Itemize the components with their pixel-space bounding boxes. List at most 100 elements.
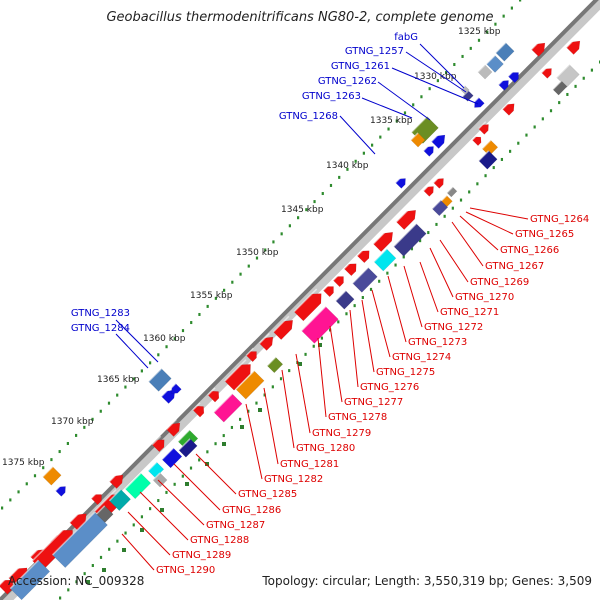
- gene-label[interactable]: GTNG_1273: [408, 337, 467, 348]
- reverse-gene[interactable]: [108, 470, 127, 489]
- reverse-gene[interactable]: [69, 509, 90, 531]
- gene-label[interactable]: GTNG_1285: [238, 489, 297, 500]
- gene-box[interactable]: [213, 393, 243, 423]
- tick-label: 1340 kbp: [326, 161, 369, 171]
- reverse-gene[interactable]: [332, 272, 346, 288]
- gene-label[interactable]: GTNG_1268: [279, 111, 338, 122]
- gene-label[interactable]: GTNG_1287: [206, 520, 265, 531]
- reverse-gene[interactable]: [423, 183, 437, 197]
- gene-box[interactable]: [552, 80, 568, 96]
- gene-box[interactable]: [393, 223, 427, 257]
- gene-label[interactable]: GTNG_1289: [172, 550, 231, 561]
- gene-label[interactable]: GTNG_1275: [376, 367, 435, 378]
- forward-gene[interactable]: [507, 68, 521, 84]
- gene-label[interactable]: GTNG_1270: [455, 292, 514, 303]
- reverse-gene[interactable]: [433, 175, 447, 189]
- gene-label[interactable]: GTNG_1283: [71, 308, 130, 319]
- reverse-gene[interactable]: [372, 227, 396, 253]
- gene-box[interactable]: [373, 248, 397, 272]
- reverse-gene[interactable]: [224, 359, 255, 391]
- gene-box[interactable]: [9, 559, 51, 600]
- gene-box[interactable]: [485, 54, 504, 73]
- reverse-gene[interactable]: [293, 288, 326, 322]
- gene-box[interactable]: [161, 447, 183, 469]
- reverse-gene[interactable]: [192, 402, 207, 418]
- gene-label[interactable]: GTNG_1290: [156, 565, 215, 576]
- reverse-gene[interactable]: [471, 133, 483, 147]
- reverse-gene[interactable]: [151, 435, 168, 453]
- gene-box[interactable]: [477, 64, 493, 80]
- reverse-gene[interactable]: [343, 259, 360, 277]
- gene-label[interactable]: GTNG_1272: [424, 322, 483, 333]
- forward-gene[interactable]: [168, 383, 182, 397]
- reverse-gene[interactable]: [356, 246, 373, 264]
- reverse-gene[interactable]: [322, 282, 336, 298]
- reverse-gene[interactable]: [565, 36, 584, 55]
- reverse-gene[interactable]: [165, 418, 184, 437]
- gene-label[interactable]: GTNG_1261: [331, 61, 390, 72]
- forward-gene-box[interactable]: [148, 368, 172, 392]
- reverse-gene[interactable]: [395, 205, 419, 231]
- forward-gene[interactable]: [55, 483, 69, 497]
- reverse-gene[interactable]: [272, 315, 296, 341]
- gene-label[interactable]: GTNG_1286: [222, 505, 281, 516]
- gc-dot: [25, 482, 28, 486]
- gene-label[interactable]: GTNG_1274: [392, 352, 451, 363]
- reverse-gene[interactable]: [90, 490, 104, 506]
- gene-label[interactable]: GTNG_1282: [264, 474, 323, 485]
- gc-dot: [500, 157, 504, 161]
- gene-label[interactable]: GTNG_1280: [296, 443, 355, 454]
- gc-dot: [214, 296, 217, 300]
- gene-box[interactable]: [495, 42, 515, 62]
- forward-gene[interactable]: [498, 77, 512, 91]
- gene-box[interactable]: [178, 438, 198, 458]
- gene-label[interactable]: GTNG_1266: [500, 245, 559, 256]
- gene-label[interactable]: GTNG_1269: [470, 277, 529, 288]
- label-leader-line: [157, 479, 205, 526]
- forward-gene-box[interactable]: [410, 132, 426, 148]
- gene-box[interactable]: [147, 461, 165, 479]
- gene-label[interactable]: GTNG_1257: [345, 46, 404, 57]
- reverse-gene[interactable]: [207, 387, 222, 403]
- gene-box[interactable]: [446, 186, 458, 198]
- gene-label[interactable]: GTNG_1262: [318, 76, 377, 87]
- gene-box[interactable]: [431, 199, 449, 217]
- reverse-gene[interactable]: [541, 65, 555, 79]
- gene-label[interactable]: GTNG_1267: [485, 261, 544, 272]
- gene-box[interactable]: [335, 290, 355, 310]
- gene-label[interactable]: GTNG_1265: [515, 229, 574, 240]
- reverse-gene[interactable]: [258, 332, 277, 351]
- gene-box[interactable]: [51, 511, 108, 568]
- forward-gene[interactable]: [430, 130, 449, 149]
- gene-label[interactable]: fabG: [394, 32, 418, 43]
- forward-gene[interactable]: [423, 143, 437, 157]
- gene-box[interactable]: [124, 472, 152, 500]
- gene-box[interactable]: [352, 267, 378, 293]
- reverse-gene[interactable]: [530, 38, 549, 57]
- gene-box[interactable]: [301, 306, 339, 344]
- gene-box[interactable]: [152, 472, 168, 488]
- gene-label[interactable]: GTNG_1271: [440, 307, 499, 318]
- gc-dot: [280, 232, 283, 236]
- reverse-gene[interactable]: [478, 121, 492, 135]
- gc-dot: [582, 76, 585, 80]
- gene-label[interactable]: GTNG_1288: [190, 535, 249, 546]
- gene-label[interactable]: GTNG_1279: [312, 428, 371, 439]
- gene-box[interactable]: [478, 150, 498, 170]
- gene-label[interactable]: GTNG_1284: [71, 323, 130, 334]
- gene-label[interactable]: GTNG_1277: [344, 397, 403, 408]
- gene-label[interactable]: GTNG_1281: [280, 459, 339, 470]
- forward-gene[interactable]: [471, 97, 485, 111]
- gene-label[interactable]: GTNG_1278: [328, 412, 387, 423]
- forward-gene[interactable]: [395, 175, 409, 189]
- gene-label[interactable]: GTNG_1276: [360, 382, 419, 393]
- reverse-gene[interactable]: [0, 575, 17, 595]
- gene-label[interactable]: GTNG_1263: [302, 91, 361, 102]
- reverse-gene[interactable]: [502, 100, 518, 116]
- gene-box[interactable]: [235, 370, 265, 400]
- reverse-gene[interactable]: [245, 347, 259, 363]
- gene-label[interactable]: GTNG_1264: [530, 214, 589, 225]
- gene-box[interactable]: [108, 488, 131, 511]
- forward-gene-box[interactable]: [42, 466, 62, 486]
- gene-box[interactable]: [266, 356, 284, 374]
